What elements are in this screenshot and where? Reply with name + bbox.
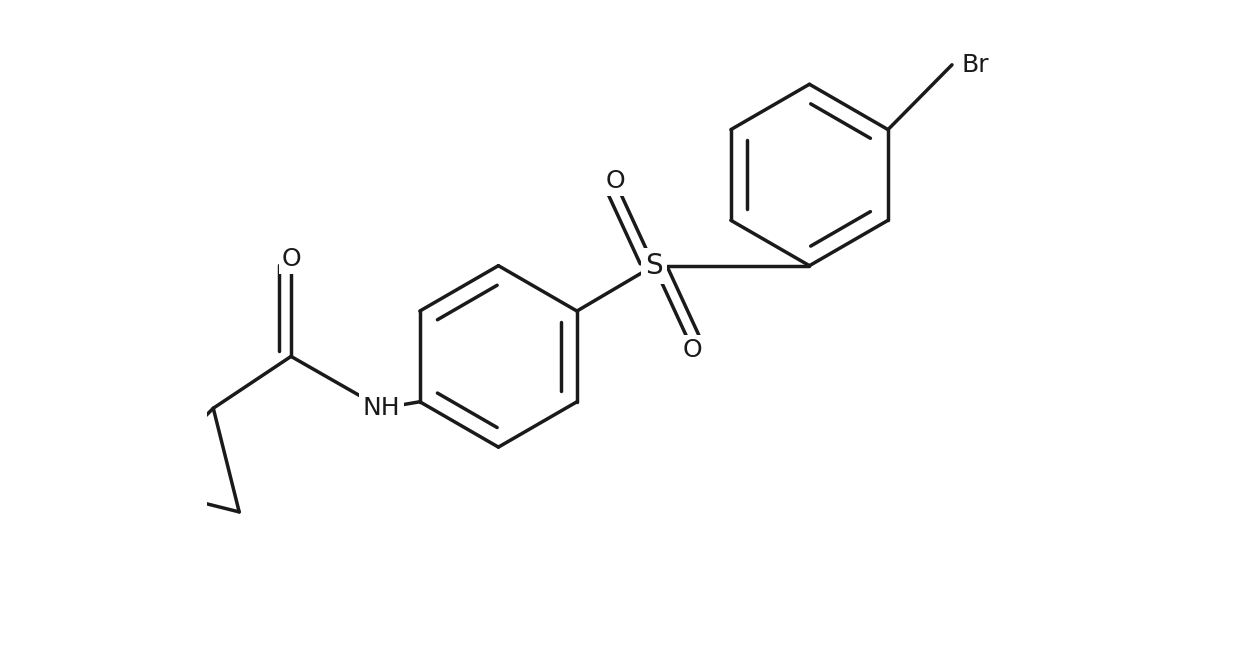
- Text: O: O: [281, 247, 301, 272]
- Text: O: O: [683, 338, 702, 362]
- Text: S: S: [646, 251, 663, 280]
- Text: NH: NH: [363, 396, 401, 421]
- Text: Br: Br: [962, 52, 990, 77]
- Text: O: O: [605, 169, 624, 194]
